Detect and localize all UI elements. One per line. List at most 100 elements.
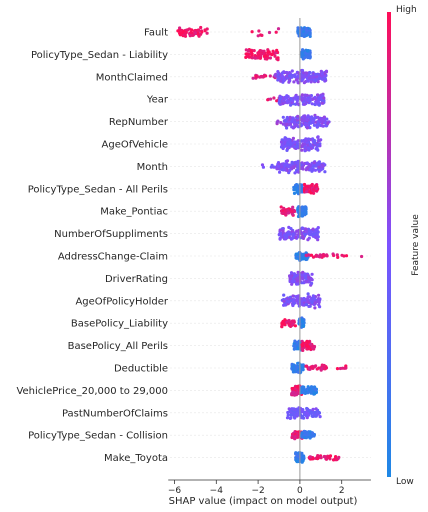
shap-point	[305, 126, 309, 130]
shap-point	[314, 236, 318, 240]
shap-point	[183, 34, 188, 38]
shap-point	[270, 53, 274, 57]
shap-point	[288, 168, 292, 173]
shap-point	[304, 31, 308, 35]
shap-point	[287, 300, 291, 304]
shap-point	[288, 409, 292, 413]
shap-point	[314, 407, 318, 411]
shap-point	[296, 270, 300, 274]
shap-point	[307, 275, 311, 279]
shap-point	[292, 140, 296, 144]
feature-rows: Fault PolicyType_Sedan - Liability MonthCl…	[16, 28, 371, 464]
shap-point	[253, 56, 257, 60]
shap-point	[320, 101, 324, 105]
shap-point	[264, 54, 268, 58]
feature-label: AgeOfVehicle	[102, 140, 169, 151]
shap-point	[178, 26, 182, 30]
shap-point	[295, 459, 299, 463]
shap-point	[323, 170, 327, 174]
shap-point	[308, 28, 312, 32]
shap-point	[301, 459, 305, 463]
shap-point	[306, 79, 310, 83]
shap-point	[301, 341, 305, 345]
shap-point	[307, 433, 311, 437]
shap-point	[312, 138, 316, 143]
shap-point	[278, 237, 282, 241]
shap-point	[303, 211, 307, 215]
shap-point	[275, 167, 279, 171]
shap-point	[316, 135, 320, 139]
shap-point	[314, 388, 318, 392]
shap-point	[263, 57, 267, 61]
shap-point	[294, 96, 298, 100]
shap-point	[308, 142, 312, 147]
shap-point	[178, 31, 182, 35]
feature-label: BasePolicy_Liability	[71, 319, 168, 330]
shap-point	[336, 255, 340, 259]
shap-point	[280, 211, 284, 215]
shap-point	[246, 49, 250, 53]
shap-point	[287, 165, 291, 169]
shap-point	[317, 300, 321, 304]
shap-point	[289, 163, 293, 167]
feature-label: AgeOfPolicyHolder	[75, 296, 168, 307]
shap-point	[244, 55, 248, 60]
shap-point	[252, 49, 256, 53]
shap-point	[309, 390, 313, 394]
shap-point	[307, 73, 311, 78]
shap-point	[303, 123, 307, 127]
shap-point	[307, 164, 311, 168]
shap-point	[247, 55, 251, 59]
shap-point	[301, 390, 305, 394]
shap-point	[317, 298, 321, 302]
shap-point	[251, 56, 255, 60]
shap-point	[316, 230, 320, 234]
shap-point	[295, 296, 299, 300]
shap-point	[303, 256, 307, 260]
feature-label: RepNumber	[109, 117, 169, 128]
shap-point	[283, 303, 287, 307]
x-tick-label: −4	[210, 486, 224, 496]
feature-label: BasePolicy_All Perils	[68, 341, 168, 352]
shap-point	[307, 295, 312, 299]
shap-point	[305, 187, 309, 191]
shap-point	[309, 365, 313, 369]
shap-point	[254, 74, 258, 78]
shap-point	[308, 70, 312, 75]
feature-label: PolicyType_Sedan - Liability	[31, 50, 168, 61]
shap-point	[280, 71, 284, 75]
shap-point	[321, 164, 325, 168]
shap-point	[322, 96, 326, 100]
shap-point	[288, 139, 292, 143]
shap-point	[319, 253, 323, 257]
shap-point	[290, 160, 294, 164]
shap-point	[277, 167, 281, 171]
feature-label: PolicyType_Sedan - All Perils	[28, 184, 168, 195]
colorbar-low-label: Low	[396, 477, 414, 487]
shap-point	[279, 205, 283, 209]
shap-point	[295, 123, 299, 127]
feature-label: NumberOfSuppliments	[54, 229, 168, 240]
shap-point	[189, 30, 193, 34]
shap-point	[301, 367, 305, 372]
shap-point	[317, 410, 321, 415]
shap-point	[259, 49, 264, 53]
shap-point	[277, 77, 281, 81]
shap-point	[309, 233, 313, 237]
shap-point	[311, 407, 315, 411]
feature-label: Make_Pontiac	[100, 207, 168, 218]
shap-point	[296, 114, 300, 118]
x-axis: −6 −4 −2 0 2	[168, 479, 371, 496]
shap-point	[285, 159, 290, 163]
shap-point	[293, 344, 297, 348]
shap-point	[304, 227, 308, 231]
shap-point	[278, 228, 282, 232]
shap-point	[262, 49, 266, 53]
shap-point	[309, 253, 314, 257]
x-tick-label: 2	[339, 486, 345, 496]
shap-point	[326, 121, 330, 125]
shap-point	[300, 68, 305, 73]
x-tick-label: −6	[168, 486, 182, 496]
shap-point	[323, 455, 327, 459]
